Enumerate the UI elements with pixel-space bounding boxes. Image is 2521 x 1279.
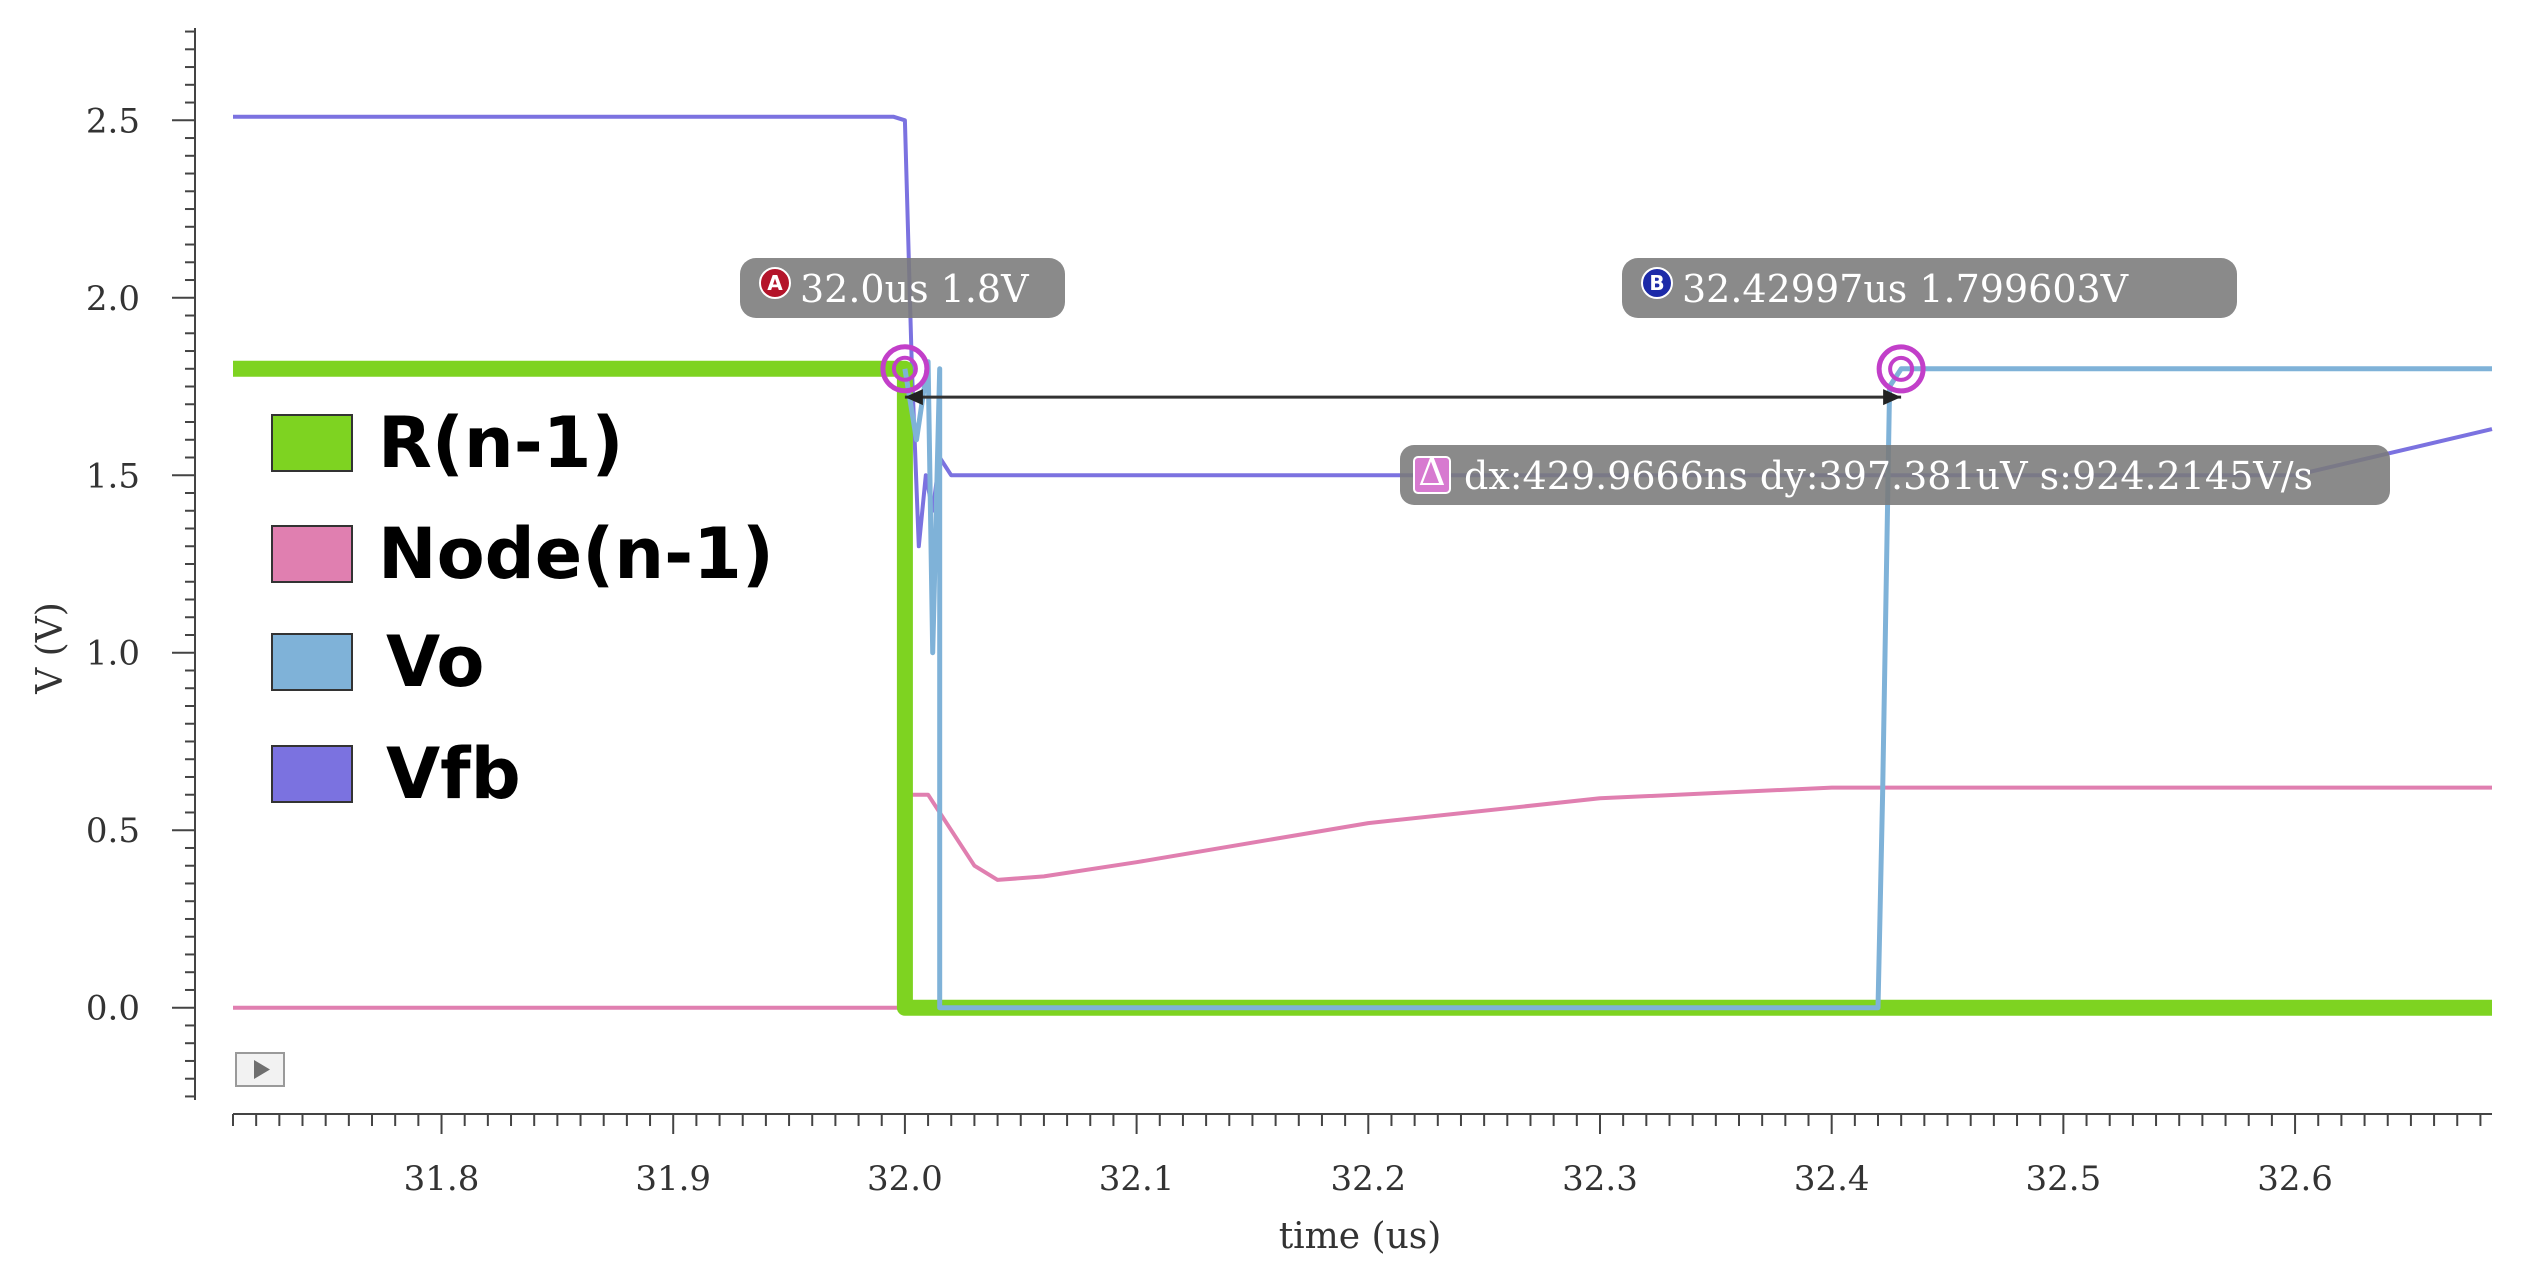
marker-a-label-box [740,258,1065,318]
delta-icon [1413,456,1451,494]
legend-label-vo: Vo [386,621,484,703]
x-tick-label: 32.0 [867,1159,943,1199]
marker-b-label: 32.42997us 1.799603V [1682,267,2129,311]
play-icon[interactable] [235,1052,285,1087]
delta-label-box [1400,445,2390,505]
delta-label: dx:429.9666ns dy:397.381uV s:924.2145V/s [1464,454,2313,498]
y-tick-label: 1.0 [86,634,140,674]
marker-a-ring [880,344,930,394]
y-tick-label: 0.5 [86,811,140,851]
y-tick-label: 2.0 [86,279,140,319]
marker-b-badge [1641,267,1673,299]
delta-arrow-right [1883,389,1902,406]
legend-label-node-n-1: Node(n-1) [378,513,774,595]
x-tick-label: 32.2 [1330,1159,1406,1199]
marker-b-badge-letter: B [1649,271,1664,295]
y-tick-label: 0.0 [86,989,140,1029]
legend-label-vfb: Vfb [386,733,521,815]
legend-swatch-r-n-1 [271,414,353,472]
marker-b-label-box [1622,258,2237,318]
x-tick-label: 32.3 [1562,1159,1638,1199]
x-axis: 31.8 31.9 32.0 32.1 32.2 32.3 32.4 32.5 32.6 [232,1113,2492,1199]
x-tick-label: 32.1 [1099,1159,1175,1199]
x-tick-label: 31.9 [635,1159,711,1199]
x-axis-title: time (us) [1279,1216,1442,1257]
markers: A 32.0us 1.8V B 32.42997us 1.799603V [740,258,2237,394]
x-tick-label: 32.6 [2257,1159,2333,1199]
marker-a-inner-ring [891,355,918,382]
legend-swatch-node-n-1 [271,525,353,583]
x-tick-label: 32.4 [1794,1159,1870,1199]
y-tick-label: 2.5 [86,101,140,141]
marker-b-ring [1876,344,1926,394]
legend: R(n-1) Node(n-1) Vo Vfb [271,402,774,815]
y-axis: 0.0 0.5 1.0 1.5 2.0 2.5 [86,28,196,1100]
y-axis-title: V (V) [30,602,71,695]
legend-swatch-vo [271,633,353,691]
legend-label-r-n-1: R(n-1) [378,402,623,484]
marker-a-badge-letter: A [767,271,783,295]
marker-a-badge [759,267,791,299]
marker-b-inner-ring [1888,355,1915,382]
marker-a-label: 32.0us 1.8V [800,267,1029,311]
x-tick-label: 32.5 [2026,1159,2102,1199]
legend-swatch-vfb [271,745,353,803]
delta-arrow-left [904,389,923,406]
delta-icon-glyph: Δ [1418,450,1445,494]
y-tick-label: 1.5 [86,456,140,496]
x-tick-label: 31.8 [404,1159,480,1199]
